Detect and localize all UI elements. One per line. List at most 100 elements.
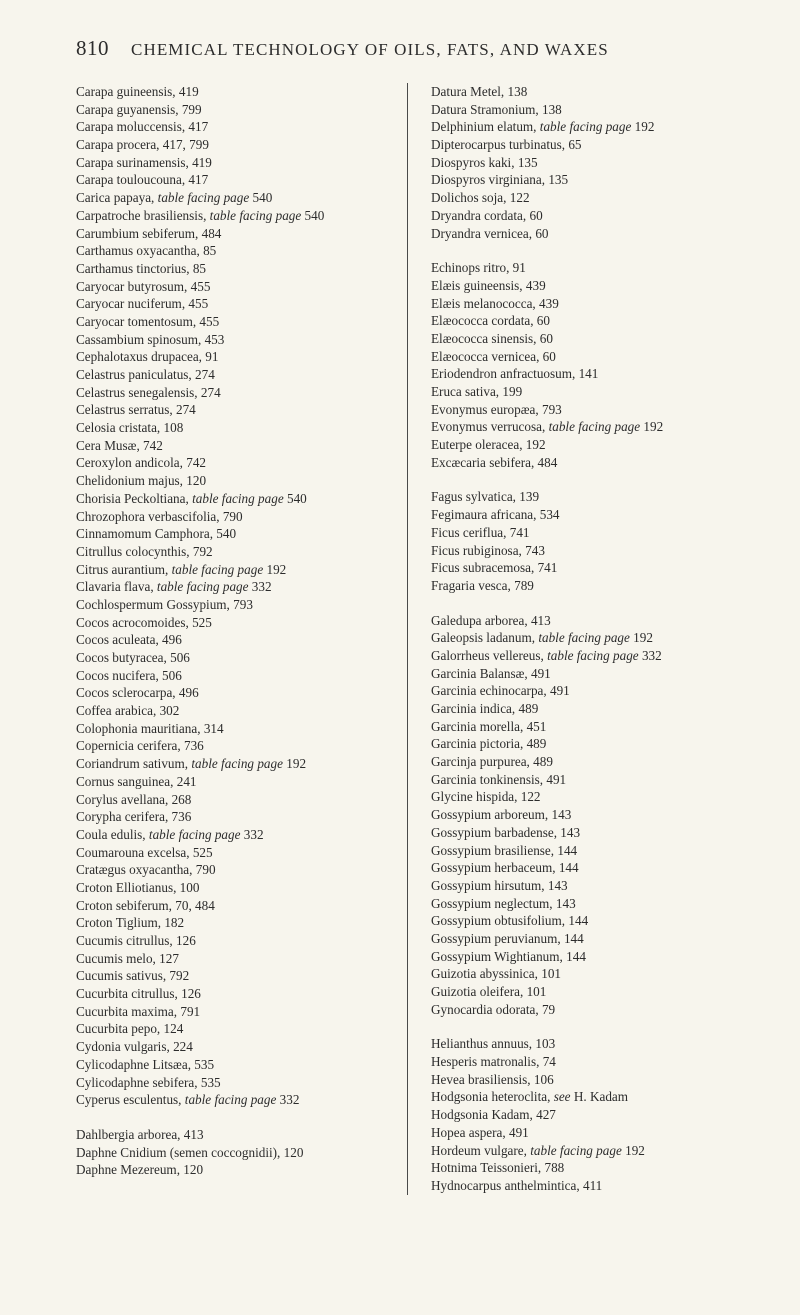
index-entry: Guizotia oleifera, 101 xyxy=(431,983,752,1001)
index-entry: Daphne Cnidium (semen coccognidii), 120 xyxy=(76,1144,397,1162)
entry-text: Celosia cristata, 108 xyxy=(76,420,183,435)
index-entry: Hydnocarpus anthelmintica, 411 xyxy=(431,1177,752,1195)
index-entry: Carumbium sebiferum, 484 xyxy=(76,225,397,243)
entry-text: Evonymus europæa, 793 xyxy=(431,402,562,417)
entry-text: Galedupa arborea, 413 xyxy=(431,613,551,628)
entry-text: Garcinia pictoria, 489 xyxy=(431,736,546,751)
index-entry: Coula edulis, table facing page 332 xyxy=(76,826,397,844)
entry-text: Cucumis melo, 127 xyxy=(76,951,179,966)
index-entry: Hotnima Teissonieri, 788 xyxy=(431,1159,752,1177)
index-entry: Copernicia cerifera, 736 xyxy=(76,737,397,755)
entry-text: Cocos nucifera, 506 xyxy=(76,668,182,683)
index-entry: Carthamus tinctorius, 85 xyxy=(76,260,397,278)
index-entry: Citrullus colocynthis, 792 xyxy=(76,543,397,561)
entry-text: Fegimaura africana, 534 xyxy=(431,507,560,522)
entry-text: Delphinium elatum, xyxy=(431,119,540,134)
entry-text: Datura Stramonium, 138 xyxy=(431,102,562,117)
entry-text: Celastrus senegalensis, 274 xyxy=(76,385,221,400)
entry-text: Corylus avellana, 268 xyxy=(76,792,191,807)
entry-text: Croton Tiglium, 182 xyxy=(76,915,184,930)
index-entry: Croton sebiferum, 70, 484 xyxy=(76,897,397,915)
index-entry: Carica papaya, table facing page 540 xyxy=(76,189,397,207)
index-entry: Cinnamomum Camphora, 540 xyxy=(76,525,397,543)
column-divider xyxy=(407,83,408,1195)
entry-text: Carapa guyanensis, 799 xyxy=(76,102,202,117)
entry-text: Diospyros kaki, 135 xyxy=(431,155,538,170)
index-entry: Galorrheus vellereus, table facing page … xyxy=(431,647,752,665)
index-entry: Dipterocarpus turbinatus, 65 xyxy=(431,136,752,154)
entry-text: Carumbium sebiferum, 484 xyxy=(76,226,221,241)
entry-text: Elæococca vernicea, 60 xyxy=(431,349,556,364)
entry-text: Glycine hispida, 122 xyxy=(431,789,541,804)
index-entry: Hevea brasiliensis, 106 xyxy=(431,1071,752,1089)
entry-text: Gossypium Wightianum, 144 xyxy=(431,949,586,964)
entry-text: Hydnocarpus anthelmintica, 411 xyxy=(431,1178,602,1193)
index-entry: Clavaria flava, table facing page 332 xyxy=(76,578,397,596)
entry-italic: table facing page xyxy=(191,756,283,771)
entry-text: Garcinia tonkinensis, 491 xyxy=(431,772,566,787)
index-entry: Corypha cerifera, 736 xyxy=(76,808,397,826)
entry-after: 332 xyxy=(639,648,662,663)
entry-text: Cocos aculeata, 496 xyxy=(76,632,182,647)
entry-italic: table facing page xyxy=(149,827,241,842)
entry-text: Carapa procera, 417, 799 xyxy=(76,137,209,152)
entry-text: Elæis guineensis, 439 xyxy=(431,278,546,293)
entry-text: Celastrus paniculatus, 274 xyxy=(76,367,215,382)
column-right: Datura Metel, 138Datura Stramonium, 138D… xyxy=(413,83,752,1195)
entry-text: Hevea brasiliensis, 106 xyxy=(431,1072,554,1087)
entry-after: 332 xyxy=(248,579,271,594)
entry-text: Euterpe oleracea, 192 xyxy=(431,437,546,452)
entry-text: Cinnamomum Camphora, 540 xyxy=(76,526,236,541)
entry-text: Ceroxylon andicola, 742 xyxy=(76,455,206,470)
index-entry: Celastrus serratus, 274 xyxy=(76,401,397,419)
entry-spacer xyxy=(431,242,752,259)
index-entry: Eruca sativa, 199 xyxy=(431,383,752,401)
entry-italic: table facing page xyxy=(530,1143,622,1158)
index-entry: Cera Musæ, 742 xyxy=(76,437,397,455)
entry-after: 332 xyxy=(276,1092,299,1107)
index-entry: Colophonia mauritiana, 314 xyxy=(76,720,397,738)
entry-text: Coumarouna excelsa, 525 xyxy=(76,845,213,860)
entry-text: Chrozophora verbascifolia, 790 xyxy=(76,509,243,524)
entry-text: Excæcaria sebifera, 484 xyxy=(431,455,557,470)
entry-text: Dolichos soja, 122 xyxy=(431,190,530,205)
entry-text: Cornus sanguinea, 241 xyxy=(76,774,197,789)
index-entry: Garcinia Balansæ, 491 xyxy=(431,665,752,683)
index-entry: Cocos aculeata, 496 xyxy=(76,631,397,649)
entry-text: Echinops ritro, 91 xyxy=(431,260,526,275)
entry-text: Coula edulis, xyxy=(76,827,149,842)
entry-text: Gossypium arboreum, 143 xyxy=(431,807,571,822)
index-entry: Carapa procera, 417, 799 xyxy=(76,136,397,154)
index-entry: Elæococca sinensis, 60 xyxy=(431,330,752,348)
entry-text: Carpatroche brasiliensis, xyxy=(76,208,210,223)
entry-italic: table facing page xyxy=(192,491,284,506)
entry-text: Elæococca sinensis, 60 xyxy=(431,331,553,346)
entry-text: Citrus aurantium, xyxy=(76,562,172,577)
index-entry: Dahlbergia arborea, 413 xyxy=(76,1126,397,1144)
index-entry: Garcinia morella, 451 xyxy=(431,718,752,736)
index-entry: Carapa guineensis, 419 xyxy=(76,83,397,101)
entry-text: Gossypium peruvianum, 144 xyxy=(431,931,584,946)
entry-text: Evonymus verrucosa, xyxy=(431,419,549,434)
entry-spacer xyxy=(431,471,752,488)
entry-text: Gossypium brasiliense, 144 xyxy=(431,843,577,858)
column-left: Carapa guineensis, 419Carapa guyanensis,… xyxy=(76,83,413,1195)
entry-text: Carapa surinamensis, 419 xyxy=(76,155,212,170)
entry-after: H. Kadam xyxy=(571,1089,629,1104)
entry-after: 192 xyxy=(630,630,653,645)
entry-text: Croton sebiferum, 70, 484 xyxy=(76,898,215,913)
page-header: 810 CHEMICAL TECHNOLOGY OF OILS, FATS, A… xyxy=(76,36,752,61)
index-entry: Carapa surinamensis, 419 xyxy=(76,154,397,172)
entry-text: Cucumis citrullus, 126 xyxy=(76,933,196,948)
entry-after: 192 xyxy=(283,756,306,771)
entry-after: 332 xyxy=(240,827,263,842)
entry-text: Galorrheus vellereus, xyxy=(431,648,547,663)
index-entry: Guizotia abyssinica, 101 xyxy=(431,965,752,983)
entry-text: Clavaria flava, xyxy=(76,579,157,594)
index-entry: Gossypium neglectum, 143 xyxy=(431,895,752,913)
entry-text: Helianthus annuus, 103 xyxy=(431,1036,555,1051)
entry-italic: table facing page xyxy=(158,190,250,205)
entry-text: Gossypium herbaceum, 144 xyxy=(431,860,579,875)
index-entry: Coffea arabica, 302 xyxy=(76,702,397,720)
entry-text: Cucurbita pepo, 124 xyxy=(76,1021,183,1036)
